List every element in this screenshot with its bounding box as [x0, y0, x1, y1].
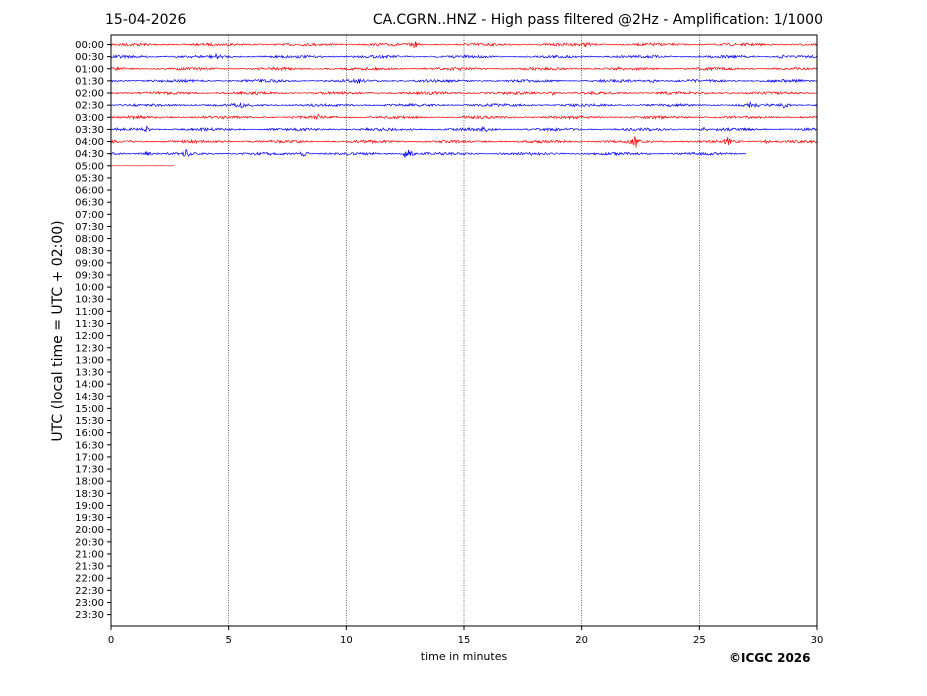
y-tick-label: 16:00: [75, 428, 104, 439]
y-tick-label: 17:00: [75, 452, 104, 463]
x-tick-label: 25: [693, 635, 706, 646]
y-tick-label: 13:30: [75, 368, 104, 379]
y-tick-label: 12:00: [75, 331, 104, 342]
y-tick-label: 12:30: [75, 343, 104, 354]
y-tick-label: 03:00: [75, 113, 104, 124]
y-tick-label: 13:00: [75, 355, 104, 366]
seismic-trace-0130: [110, 77, 817, 85]
y-tick-label: 02:00: [75, 89, 104, 100]
y-tick-label: 20:00: [75, 525, 104, 536]
y-tick-label: 11:30: [75, 319, 104, 330]
seismic-trace-0330: [110, 125, 817, 133]
y-tick-label: 14:00: [75, 380, 104, 391]
y-tick-label: 04:30: [75, 149, 104, 160]
y-tick-label: 01:30: [75, 76, 104, 87]
y-tick-label: 10:30: [75, 295, 104, 306]
y-tick-label: 19:00: [75, 501, 104, 512]
seismic-trace-0230: [110, 100, 817, 109]
y-tick-label: 19:30: [75, 513, 104, 524]
y-tick-label: 05:00: [75, 161, 104, 172]
y-tick-label: 10:00: [75, 283, 104, 294]
y-tick-label: 00:00: [75, 40, 104, 51]
y-tick-label: 14:30: [75, 392, 104, 403]
y-tick-label: 08:00: [75, 234, 104, 245]
y-tick-label: 18:30: [75, 489, 104, 500]
y-tick-label: 11:00: [75, 307, 104, 318]
seismic-trace-0200: [110, 90, 817, 96]
y-tick-label: 23:30: [75, 610, 104, 621]
y-tick-label: 03:30: [75, 125, 104, 136]
y-tick-label: 08:30: [75, 246, 104, 257]
seismic-traces: [110, 41, 817, 167]
y-tick-label: 07:00: [75, 210, 104, 221]
copyright-credit: ©ICGC 2026: [729, 651, 811, 665]
y-tick-label: 22:00: [75, 574, 104, 585]
seismic-trace-0400: [110, 136, 817, 148]
seismic-trace-0030: [110, 52, 817, 60]
y-tick-label: 09:30: [75, 270, 104, 281]
y-tick-label: 00:30: [75, 52, 104, 63]
y-tick-label: 21:00: [75, 549, 104, 560]
y-tick-label: 18:00: [75, 477, 104, 488]
y-tick-label: 22:30: [75, 586, 104, 597]
y-tick-label: 23:00: [75, 598, 104, 609]
y-tick-label: 06:00: [75, 186, 104, 197]
y-tick-label: 21:30: [75, 562, 104, 573]
y-tick-label: 04:00: [75, 137, 104, 148]
y-tick-label: 01:00: [75, 64, 104, 75]
y-tick-label: 20:30: [75, 537, 104, 548]
vertical-gridlines: [228, 35, 700, 626]
y-tick-label: 15:30: [75, 416, 104, 427]
y-tick-label: 15:00: [75, 404, 104, 415]
x-tick-label: 30: [811, 635, 824, 646]
chart-date: 15-04-2026: [105, 12, 187, 28]
x-tick-label: 20: [575, 635, 588, 646]
chart-title: CA.CGRN..HNZ - High pass filtered @2Hz -…: [372, 12, 823, 28]
seismic-trace-0100: [110, 66, 817, 72]
y-tick-label: 09:00: [75, 258, 104, 269]
x-tick-label: 5: [225, 635, 231, 646]
y-tick-label: 07:30: [75, 222, 104, 233]
x-axis-ticks: 0 5 10 15 20 25 30: [108, 626, 824, 646]
y-tick-label: 05:30: [75, 173, 104, 184]
x-axis-label: time in minutes: [421, 650, 508, 663]
x-tick-label: 10: [340, 635, 353, 646]
y-tick-label: 16:30: [75, 440, 104, 451]
x-tick-label: 0: [108, 635, 114, 646]
seismic-trace-0300: [110, 113, 817, 121]
y-axis-label: UTC (local time = UTC + 02:00): [50, 220, 66, 441]
y-tick-label: 06:30: [75, 198, 104, 209]
seismic-trace-0430: [110, 149, 747, 158]
x-tick-label: 15: [458, 635, 471, 646]
y-tick-label: 17:30: [75, 465, 104, 476]
y-tick-label: 02:30: [75, 101, 104, 112]
seismic-trace-0000: [110, 41, 817, 49]
